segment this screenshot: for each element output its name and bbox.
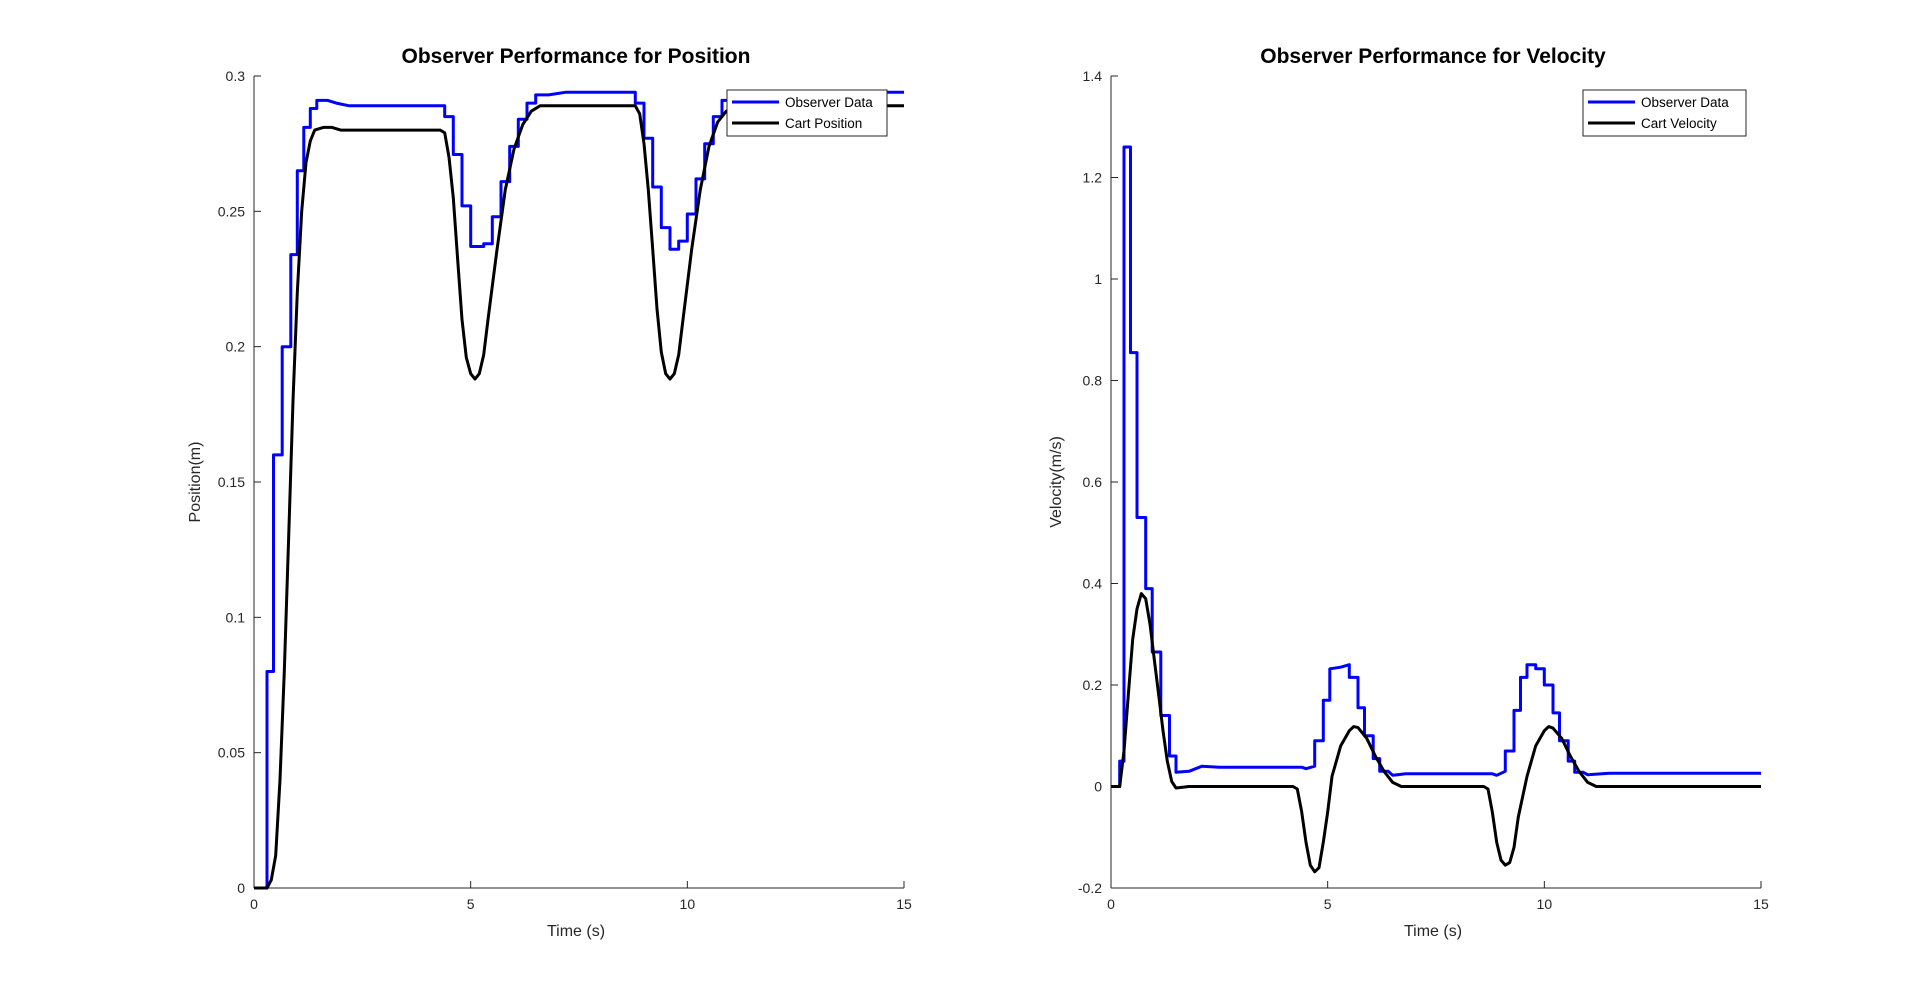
legend-box — [1582, 89, 1747, 137]
x-tick-label: 0 — [250, 896, 258, 912]
y-axis-label: Velocity(m/s) — [1048, 436, 1065, 528]
y-tick-label: 1.2 — [1083, 170, 1103, 186]
y-tick-label: 0.25 — [218, 203, 245, 219]
y-tick-label: 0.8 — [1083, 373, 1103, 389]
y-tick-label: 0.6 — [1083, 474, 1103, 490]
x-tick-label: 5 — [1324, 896, 1332, 912]
x-axis-label: Time (s) — [547, 923, 605, 940]
x-tick-label: 15 — [896, 896, 912, 912]
y-ticks: 0 0.05 0.1 0.15 0.2 0.25 0.3 — [218, 68, 261, 896]
y-tick-label: 0.15 — [218, 474, 245, 490]
y-tick-label: 0 — [237, 880, 245, 896]
y-tick-label: -0.2 — [1078, 880, 1102, 896]
x-ticks: 0 5 10 15 — [1107, 881, 1769, 912]
y-tick-label: 0.1 — [226, 609, 246, 625]
series-group — [254, 90, 904, 890]
x-tick-label: 10 — [680, 896, 696, 912]
x-tick-label: 15 — [1753, 896, 1769, 912]
legend-label: Observer Data — [785, 95, 873, 110]
x-axis-label: Time (s) — [1404, 923, 1462, 940]
legend-label: Cart Position — [785, 116, 862, 131]
legend: Observer Data Cart Position — [726, 89, 888, 137]
series-line-cart-position — [254, 104, 904, 890]
y-tick-label: 0.4 — [1083, 576, 1103, 592]
legend: Observer Data Cart Velocity — [1582, 89, 1747, 137]
chart-title: Observer Performance for Position — [402, 45, 751, 68]
series-line-cart-velocity — [1111, 592, 1761, 874]
x-tick-label: 10 — [1537, 896, 1553, 912]
y-tick-label: 0.05 — [218, 745, 245, 761]
y-tick-label: 0 — [1094, 779, 1102, 795]
series-line-observer-data — [254, 90, 904, 890]
chart-title: Observer Performance for Velocity — [1260, 45, 1606, 68]
x-tick-label: 0 — [1107, 896, 1115, 912]
velocity-chart: Observer Performance for Velocity Time (… — [1048, 45, 1769, 940]
legend-box — [726, 89, 888, 137]
y-tick-label: 0.2 — [1083, 677, 1103, 693]
y-ticks: -0.2 0 0.2 0.4 0.6 0.8 1 1.2 1.4 — [1078, 68, 1118, 896]
x-tick-label: 5 — [467, 896, 475, 912]
y-tick-label: 1 — [1094, 271, 1102, 287]
y-tick-label: 0.2 — [226, 339, 246, 355]
series-group — [1111, 145, 1761, 874]
y-axis-label: Position(m) — [187, 442, 204, 523]
x-ticks: 0 5 10 15 — [250, 881, 912, 912]
y-tick-label: 0.3 — [226, 68, 246, 84]
y-tick-label: 1.4 — [1083, 68, 1103, 84]
legend-label: Observer Data — [1641, 95, 1729, 110]
legend-label: Cart Velocity — [1641, 116, 1717, 131]
position-chart: Observer Performance for Position Time (… — [187, 45, 912, 940]
